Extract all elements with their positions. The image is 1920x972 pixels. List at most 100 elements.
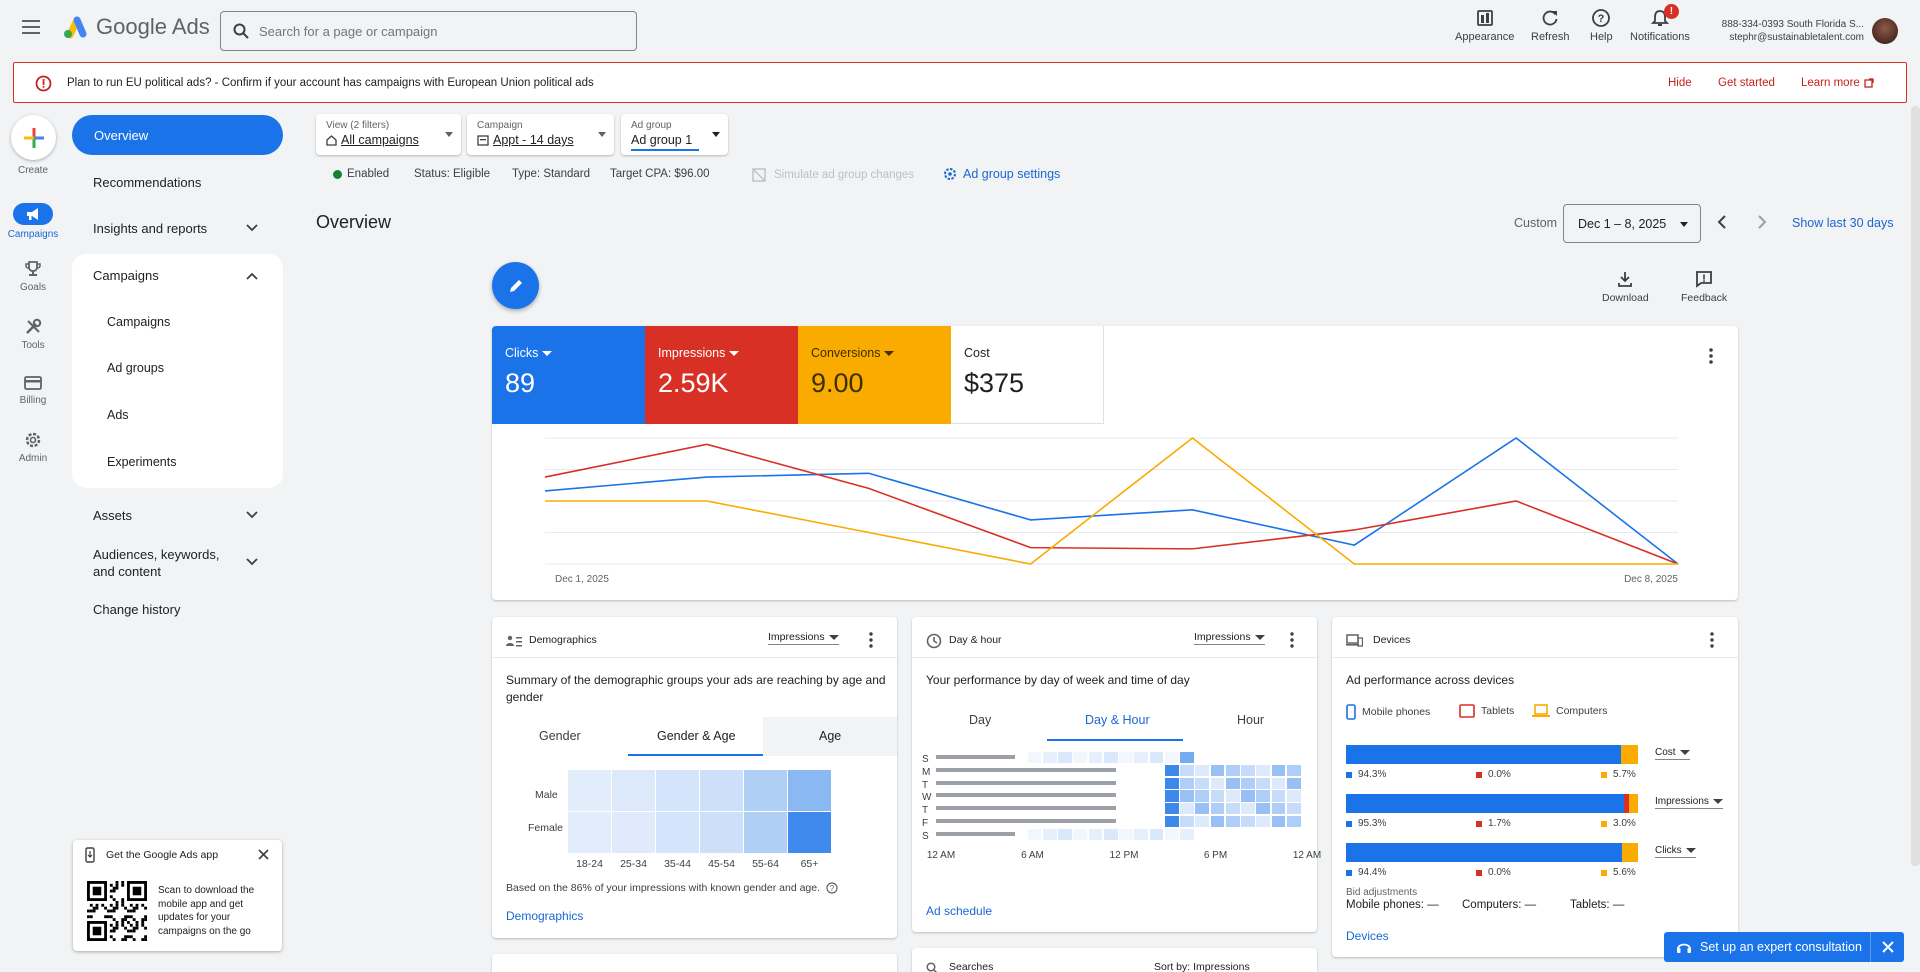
banner-learn-more-link[interactable]: Learn more (1801, 77, 1874, 89)
edit-button[interactable] (492, 262, 539, 309)
hour-cell[interactable] (1210, 816, 1225, 828)
hour-cell[interactable] (1164, 764, 1179, 777)
download-button[interactable]: Download (1602, 270, 1649, 304)
hour-cell[interactable] (1241, 777, 1255, 789)
rail-tools[interactable]: Tools (0, 318, 66, 351)
tab-day-hour[interactable]: Day & Hour (1085, 713, 1150, 727)
search-input[interactable] (259, 23, 619, 39)
hour-cell[interactable] (1271, 790, 1286, 802)
view-filter[interactable]: View (2 filters) All campaigns (316, 114, 461, 155)
hour-cell[interactable] (1256, 803, 1270, 815)
nav-change-history[interactable]: Change history (93, 602, 181, 617)
device-bar-segment[interactable] (1346, 794, 1625, 813)
device-metric-select[interactable]: Cost (1655, 747, 1690, 760)
devices-link[interactable]: Devices (1346, 929, 1389, 943)
tab-day[interactable]: Day (969, 713, 992, 727)
hour-cell[interactable] (1210, 777, 1225, 789)
ad-schedule-link[interactable]: Ad schedule (926, 904, 993, 918)
hour-cell[interactable] (1225, 803, 1240, 815)
campaign-filter[interactable]: Campaign Appt - 14 days (467, 114, 614, 155)
hour-cell[interactable] (1225, 816, 1240, 828)
feedback-button[interactable]: Feedback (1681, 270, 1727, 304)
searches-sort-select[interactable]: Sort by: Impressions (1154, 961, 1250, 972)
date-range-picker[interactable]: Dec 1 – 8, 2025 (1563, 204, 1701, 243)
search-box[interactable] (220, 11, 637, 51)
hour-cell[interactable] (1180, 777, 1194, 789)
hour-cell[interactable] (1241, 764, 1255, 777)
hour-cell[interactable] (1027, 828, 1042, 841)
hour-cell[interactable] (1256, 816, 1270, 828)
hour-cell[interactable] (1241, 816, 1255, 828)
tab-gender-age[interactable]: Gender & Age (657, 729, 736, 743)
device-bar-segment[interactable] (1346, 745, 1622, 764)
tab-gender[interactable]: Gender (539, 729, 581, 743)
hour-cell[interactable] (1271, 816, 1286, 828)
hour-cell[interactable] (1180, 790, 1194, 802)
nav-experiments[interactable]: Experiments (107, 455, 177, 469)
hour-cell[interactable] (1164, 752, 1179, 764)
hour-cell[interactable] (1256, 764, 1270, 777)
page-scrollbar[interactable] (1911, 106, 1920, 866)
nav-campaigns-group-header[interactable]: Campaigns (93, 268, 159, 283)
banner-get-started-link[interactable]: Get started (1718, 76, 1775, 89)
notifications-button[interactable]: ! Notifications (1630, 4, 1690, 43)
hour-cell[interactable] (1286, 803, 1301, 815)
hour-cell[interactable] (1210, 790, 1225, 802)
nav-insights-and-reports[interactable]: Insights and reports (93, 221, 208, 236)
nav-overview[interactable]: Overview (72, 115, 283, 155)
chevron-right-icon[interactable] (1757, 215, 1767, 229)
metric-cost[interactable]: Cost $375 (951, 326, 1104, 424)
close-icon[interactable] (258, 849, 269, 860)
ad-group-filter[interactable]: Ad group Ad group 1 (621, 114, 728, 155)
nav-audiences[interactable]: Audiences, keywords, and content (93, 547, 220, 579)
device-metric-select[interactable]: Impressions (1655, 796, 1723, 809)
heatmap-cell[interactable] (788, 770, 831, 811)
metric-clicks[interactable]: Clicks 89 (492, 326, 645, 424)
hour-cell[interactable] (1058, 752, 1072, 764)
hour-cell[interactable] (1180, 828, 1194, 841)
hour-cell[interactable] (1073, 752, 1087, 764)
consult-close-button[interactable] (1870, 932, 1904, 962)
nav-ad-groups[interactable]: Ad groups (107, 361, 164, 375)
day-hour-metric-select[interactable]: Impressions (1194, 631, 1265, 645)
heatmap-cell[interactable] (656, 770, 699, 811)
heatmap-cell[interactable] (612, 812, 655, 853)
ad-group-settings-button[interactable]: Ad group settings (943, 167, 1060, 181)
more-vert-icon[interactable] (869, 632, 873, 648)
tab-age[interactable]: Age (819, 729, 842, 743)
rail-goals[interactable]: Goals (0, 260, 66, 293)
tab-hour[interactable]: Hour (1237, 713, 1265, 727)
chevron-up-icon[interactable] (246, 272, 258, 280)
chevron-down-icon[interactable] (246, 224, 258, 232)
hour-cell[interactable] (1225, 777, 1240, 789)
hour-cell[interactable] (1210, 764, 1225, 777)
hour-cell[interactable] (1225, 764, 1240, 777)
nav-recommendations[interactable]: Recommendations (93, 175, 202, 190)
device-bar-segment[interactable] (1624, 794, 1630, 813)
hour-cell[interactable] (1286, 790, 1301, 802)
hour-cell[interactable] (1164, 777, 1179, 789)
chevron-down-icon[interactable] (246, 558, 258, 566)
hour-cell[interactable] (1286, 777, 1301, 789)
hour-cell[interactable] (1164, 803, 1179, 815)
hour-cell[interactable] (1164, 816, 1179, 828)
hour-cell[interactable] (1271, 764, 1286, 777)
hour-cell[interactable] (1195, 790, 1209, 802)
hour-cell[interactable] (1164, 828, 1179, 841)
device-metric-select[interactable]: Clicks (1655, 845, 1696, 858)
simulate-button[interactable]: Simulate ad group changes (752, 168, 914, 182)
appearance-button[interactable]: Appearance (1455, 8, 1514, 43)
hour-cell[interactable] (1042, 752, 1057, 764)
hour-cell[interactable] (1180, 752, 1194, 764)
hour-cell[interactable] (1271, 803, 1286, 815)
heatmap-cell[interactable] (744, 812, 787, 853)
demographics-metric-select[interactable]: Impressions (768, 631, 839, 645)
account-info[interactable]: 888-334-0393 South Florida S... stephr@s… (1700, 18, 1864, 44)
heatmap-cell[interactable] (568, 812, 611, 853)
hour-cell[interactable] (1088, 752, 1103, 764)
hour-cell[interactable] (1180, 764, 1194, 777)
heatmap-cell[interactable] (744, 770, 787, 811)
device-bar-segment[interactable] (1621, 843, 1638, 862)
hour-cell[interactable] (1103, 752, 1118, 764)
demographics-link[interactable]: Demographics (506, 909, 584, 923)
